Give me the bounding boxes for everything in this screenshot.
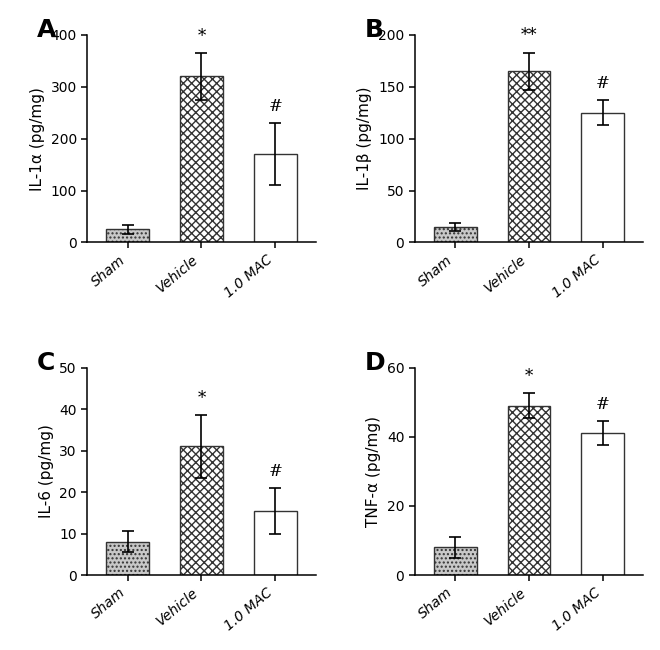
Bar [508,72,550,242]
Text: D: D [364,351,385,375]
Text: **: ** [521,27,537,44]
Bar [581,434,624,575]
Bar [508,406,550,575]
Y-axis label: IL-1β (pg/mg): IL-1β (pg/mg) [358,87,372,190]
Text: #: # [596,396,610,413]
Text: #: # [268,98,282,115]
Text: B: B [364,18,383,42]
Bar [581,112,624,242]
Text: *: * [197,390,206,407]
Text: #: # [596,75,610,92]
Bar [434,227,477,242]
Text: C: C [37,351,55,375]
Text: A: A [37,18,56,42]
Bar [434,547,477,575]
Y-axis label: TNF-α (pg/mg): TNF-α (pg/mg) [366,416,381,526]
Bar [180,77,223,242]
Bar [254,511,296,575]
Y-axis label: IL-6 (pg/mg): IL-6 (pg/mg) [39,424,53,518]
Bar [180,447,223,575]
Bar [254,154,296,242]
Bar [106,229,149,242]
Bar [106,542,149,575]
Y-axis label: IL-1α (pg/mg): IL-1α (pg/mg) [30,86,45,190]
Text: *: * [525,368,533,385]
Text: #: # [268,463,282,480]
Text: *: * [197,28,206,45]
